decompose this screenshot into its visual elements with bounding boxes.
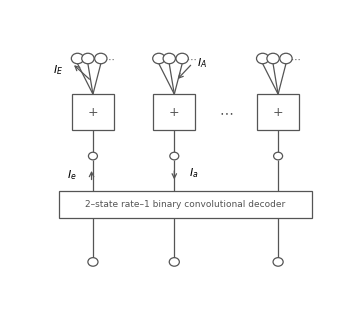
Text: $\cdots$: $\cdots$ <box>186 53 197 63</box>
Text: 2–state rate–1 binary convolutional decoder: 2–state rate–1 binary convolutional deco… <box>85 200 286 209</box>
Bar <box>153 94 195 130</box>
Circle shape <box>274 152 283 160</box>
Circle shape <box>71 53 84 64</box>
Text: +: + <box>273 106 283 119</box>
Text: $\cdots$: $\cdots$ <box>290 53 300 63</box>
Circle shape <box>273 258 283 266</box>
Circle shape <box>257 53 269 64</box>
Bar <box>59 191 312 218</box>
Circle shape <box>94 53 107 64</box>
Circle shape <box>153 53 165 64</box>
Circle shape <box>82 53 94 64</box>
Circle shape <box>163 53 176 64</box>
Text: +: + <box>169 106 180 119</box>
Circle shape <box>176 53 188 64</box>
Text: $I_E$: $I_E$ <box>53 63 63 77</box>
Bar <box>257 94 299 130</box>
Circle shape <box>267 53 279 64</box>
Text: $\cdots$: $\cdots$ <box>219 105 233 119</box>
Circle shape <box>169 258 179 266</box>
Text: $I_e$: $I_e$ <box>67 168 77 182</box>
Text: $\cdots$: $\cdots$ <box>105 53 115 63</box>
Circle shape <box>280 53 292 64</box>
Circle shape <box>88 258 98 266</box>
Text: $I_a$: $I_a$ <box>189 166 199 180</box>
Circle shape <box>170 152 179 160</box>
Text: +: + <box>88 106 98 119</box>
Text: $I_A$: $I_A$ <box>197 56 207 70</box>
Bar <box>72 94 114 130</box>
Circle shape <box>88 152 97 160</box>
